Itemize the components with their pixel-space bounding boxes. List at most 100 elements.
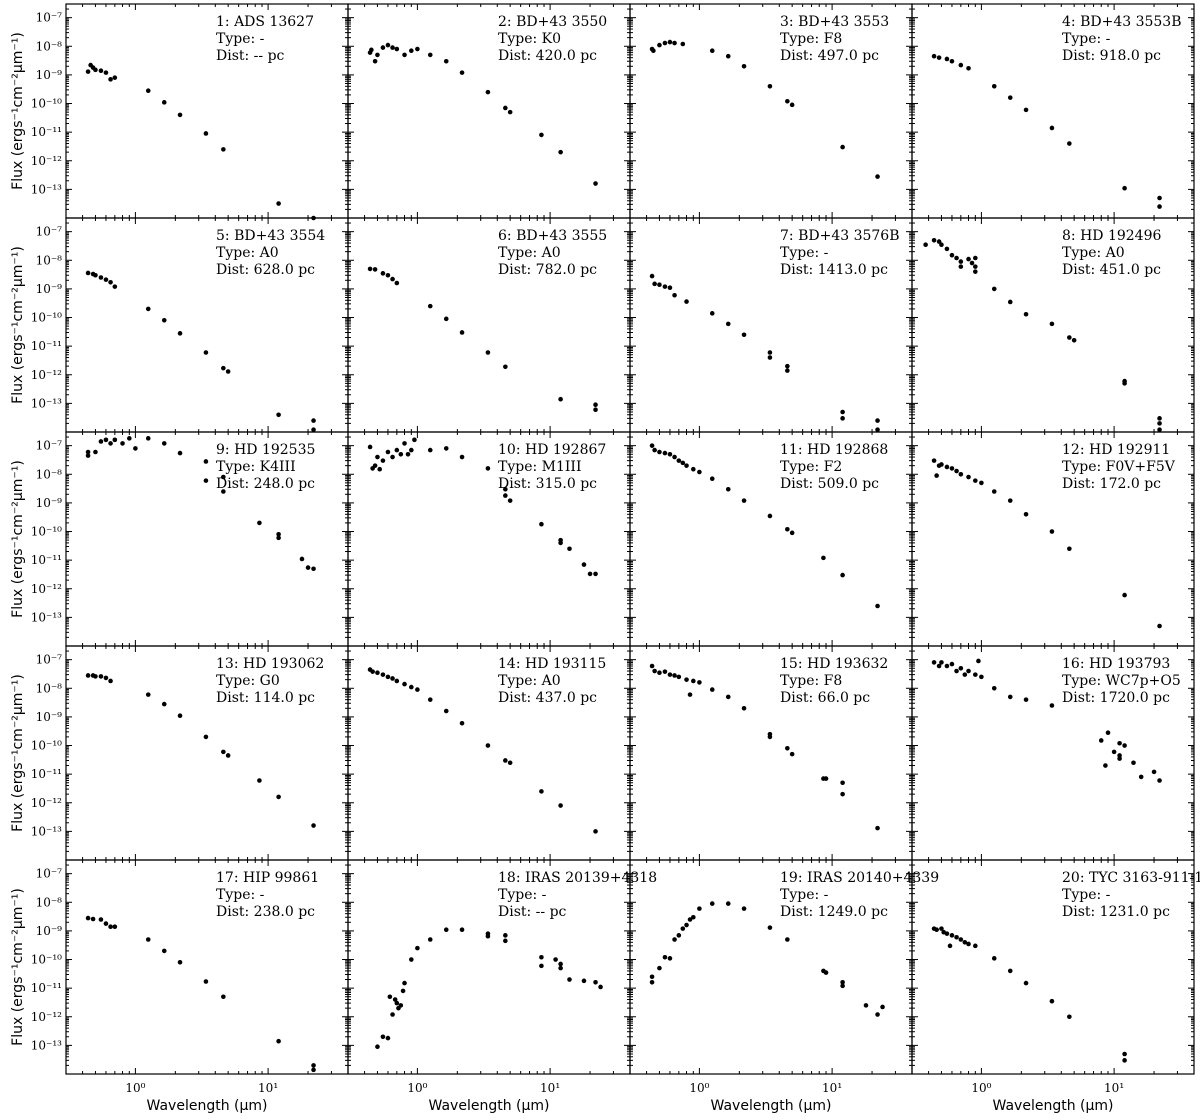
panel-name: 9: HD 192535 xyxy=(216,442,315,458)
data-point xyxy=(962,672,968,677)
data-point xyxy=(402,441,407,446)
data-point xyxy=(923,242,928,248)
data-point xyxy=(177,112,183,118)
data-point xyxy=(398,451,404,457)
data-point xyxy=(684,299,689,304)
data-point xyxy=(567,977,572,982)
data-point xyxy=(145,436,151,441)
data-point xyxy=(767,925,773,930)
data-point xyxy=(390,276,395,282)
data-point xyxy=(657,965,662,971)
data-point xyxy=(680,41,686,47)
data-point xyxy=(375,1044,380,1049)
data-point xyxy=(709,476,715,482)
data-point xyxy=(485,743,491,748)
data-point xyxy=(98,68,104,74)
x-tick-label: 10⁰ xyxy=(689,1081,709,1095)
panel-type: Type: - xyxy=(780,245,829,261)
data-point xyxy=(1117,756,1122,761)
data-point xyxy=(709,901,715,906)
data-point xyxy=(567,546,572,552)
data-point xyxy=(662,284,668,289)
data-point xyxy=(485,466,491,471)
panel-type: Type: A0 xyxy=(216,245,279,261)
data-point xyxy=(676,933,682,938)
panel-name: 12: HD 192911 xyxy=(1062,442,1170,458)
data-point xyxy=(875,825,880,831)
data-point xyxy=(221,365,226,371)
data-point xyxy=(944,663,950,669)
data-point xyxy=(394,1000,400,1006)
panel-type: Type: - xyxy=(1062,887,1111,903)
panel-type: Type: - xyxy=(216,887,265,903)
panel-frame-3 xyxy=(629,3,913,219)
data-point xyxy=(311,418,316,423)
data-point xyxy=(370,669,375,674)
data-point xyxy=(367,444,373,450)
data-point xyxy=(697,469,702,475)
data-point xyxy=(657,42,662,48)
y-tick-label: 10⁻⁹ xyxy=(36,68,63,82)
panel-type: Type: WC7p+O5 xyxy=(1062,673,1181,689)
data-point xyxy=(581,562,587,567)
data-point xyxy=(840,983,845,989)
data-point xyxy=(651,48,656,54)
y-tick-label: 10⁻⁷ xyxy=(36,439,63,453)
data-point xyxy=(966,474,971,480)
data-point xyxy=(394,447,400,453)
data-point xyxy=(840,409,845,415)
panel-name: 11: HD 192868 xyxy=(780,442,888,458)
data-point xyxy=(98,439,104,444)
data-point xyxy=(1067,141,1072,146)
data-point xyxy=(311,1067,316,1073)
data-point xyxy=(375,454,380,460)
data-point xyxy=(934,927,939,933)
x-axis-label: Wavelength (μm) xyxy=(993,1098,1114,1114)
data-point xyxy=(593,407,598,413)
y-tick-label: 10⁻¹² xyxy=(31,796,62,810)
data-point xyxy=(1122,743,1127,748)
data-point xyxy=(553,957,558,962)
data-point xyxy=(90,916,96,922)
data-point xyxy=(405,451,411,457)
data-point xyxy=(459,720,465,726)
y-tick-label: 10⁻¹² xyxy=(31,368,62,382)
panel-type: Type: - xyxy=(1062,31,1111,47)
data-point xyxy=(145,88,151,94)
data-point xyxy=(221,147,226,152)
data-point xyxy=(991,83,997,89)
panel-dist: Dist: 1720.0 pc xyxy=(1062,690,1170,706)
panel-type: Type: F8 xyxy=(780,673,842,689)
data-point xyxy=(485,89,491,95)
data-point xyxy=(949,252,955,258)
data-point xyxy=(443,708,449,714)
data-point xyxy=(390,454,395,460)
y-tick-label: 10⁻⁹ xyxy=(36,710,63,724)
data-point xyxy=(225,369,231,374)
data-point xyxy=(973,269,978,274)
data-point xyxy=(593,181,598,186)
data-point xyxy=(127,436,132,441)
data-point xyxy=(443,58,449,64)
data-point xyxy=(161,948,167,954)
data-point xyxy=(936,663,942,669)
data-point xyxy=(840,791,845,797)
data-point xyxy=(93,449,98,455)
data-point xyxy=(939,242,944,248)
data-point xyxy=(840,780,845,786)
data-point xyxy=(276,535,281,541)
data-point xyxy=(725,901,731,906)
data-point xyxy=(161,317,167,323)
data-point xyxy=(108,77,113,82)
data-point xyxy=(98,674,104,679)
panel-type: Type: F2 xyxy=(780,459,842,475)
data-point xyxy=(1105,730,1111,736)
y-tick-label: 10⁻¹¹ xyxy=(31,339,62,353)
data-point xyxy=(1007,299,1013,305)
panel-name: 14: HD 193115 xyxy=(498,656,606,672)
y-tick-label: 10⁻¹² xyxy=(31,154,62,168)
data-point xyxy=(991,685,997,691)
data-point xyxy=(311,1063,316,1068)
data-point xyxy=(823,776,829,781)
